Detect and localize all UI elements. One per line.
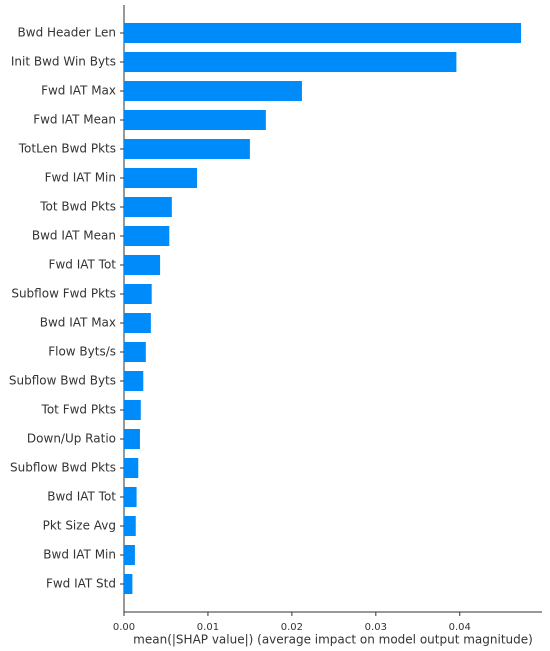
bar bbox=[124, 284, 152, 304]
y-tick-label: Fwd IAT Max bbox=[41, 84, 116, 98]
y-tick-label: Bwd IAT Tot bbox=[47, 490, 116, 504]
y-tick-label: Bwd IAT Max bbox=[40, 316, 116, 330]
y-tick-label: Down/Up Ratio bbox=[27, 432, 116, 446]
y-tick-label: Fwd IAT Std bbox=[46, 577, 116, 591]
bar bbox=[124, 342, 146, 362]
x-tick-label: 0.01 bbox=[197, 622, 219, 633]
y-tick-label: Fwd IAT Mean bbox=[33, 113, 116, 127]
bar bbox=[124, 429, 140, 449]
bar bbox=[124, 458, 139, 478]
y-tick-label: Subflow Fwd Pkts bbox=[11, 287, 116, 301]
bar bbox=[124, 168, 198, 188]
bar bbox=[124, 371, 144, 391]
bar bbox=[124, 545, 135, 565]
y-tick-label: Bwd Header Len bbox=[18, 26, 116, 40]
bar bbox=[124, 197, 172, 217]
y-tick-label: Fwd IAT Min bbox=[45, 171, 116, 185]
y-tick-label: Bwd IAT Mean bbox=[32, 229, 116, 243]
bar bbox=[124, 23, 522, 43]
y-tick-label: TotLen Bwd Pkts bbox=[18, 142, 116, 156]
y-tick-label: Fwd IAT Tot bbox=[49, 258, 117, 272]
bar bbox=[124, 574, 133, 594]
bar bbox=[124, 255, 161, 275]
bar bbox=[124, 313, 151, 333]
y-tick-label: Tot Fwd Pkts bbox=[41, 403, 116, 417]
bar bbox=[124, 400, 141, 420]
x-tick-label: 0.00 bbox=[113, 622, 135, 633]
bar bbox=[124, 110, 266, 130]
y-tick-label: Subflow Bwd Byts bbox=[9, 374, 116, 388]
bar bbox=[124, 52, 457, 72]
x-axis-label: mean(|SHAP value|) (average impact on mo… bbox=[133, 633, 533, 647]
bar bbox=[124, 81, 302, 101]
y-tick-label: Tot Bwd Pkts bbox=[39, 200, 116, 214]
y-tick-label: Bwd IAT Min bbox=[43, 548, 116, 562]
x-tick-label: 0.04 bbox=[449, 622, 471, 633]
x-tick-label: 0.02 bbox=[281, 622, 303, 633]
bar bbox=[124, 516, 136, 536]
y-tick-label: Init Bwd Win Byts bbox=[11, 55, 116, 69]
y-tick-label: Subflow Bwd Pkts bbox=[10, 461, 116, 475]
bar bbox=[124, 226, 170, 246]
bar bbox=[124, 487, 137, 507]
y-tick-label: Flow Byts/s bbox=[48, 345, 116, 359]
y-tick-label: Pkt Size Avg bbox=[43, 519, 116, 533]
x-tick-label: 0.03 bbox=[365, 622, 387, 633]
bar bbox=[124, 139, 250, 159]
